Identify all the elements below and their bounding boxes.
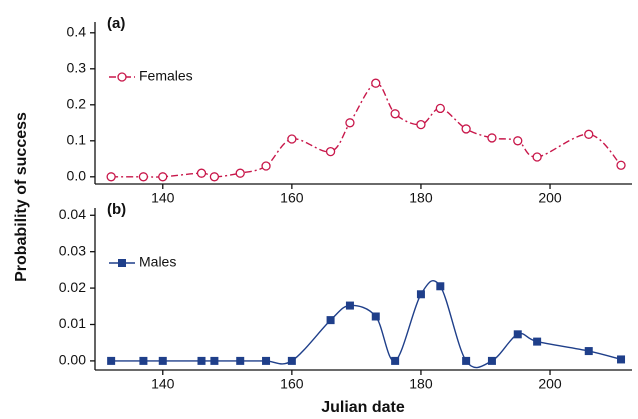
x-tick-label: 200 [538,376,562,392]
x-tick-label: 140 [151,190,175,206]
x-tick-label: 140 [151,376,175,392]
data-point [533,337,542,346]
series-line [111,279,622,369]
y-tick-label: 0.1 [67,132,87,148]
data-point [326,316,335,325]
data-point [139,356,148,365]
data-point [138,172,149,182]
y-tick-label: 0.00 [59,352,86,368]
series-line [111,82,622,178]
data-point [584,347,593,356]
x-tick-label: 200 [538,190,562,206]
data-point [210,356,219,365]
data-point [287,134,297,144]
data-point [416,290,425,299]
data-point [436,282,445,291]
data-point [209,172,220,182]
data-point [487,133,497,143]
y-tick-label: 0.01 [59,315,86,331]
panel-label: (a) [107,15,125,32]
data-point [391,356,400,365]
data-point [325,146,336,157]
data-point [197,356,206,365]
y-tick-label: 0.0 [67,168,87,184]
x-axis-label: Julian date [321,399,405,416]
data-point [345,301,354,310]
x-tick-label: 180 [409,190,433,206]
data-point [158,356,167,365]
data-point [532,152,542,162]
legend-label: Males [139,254,176,270]
data-point [462,356,471,365]
data-point [513,330,522,339]
y-tick-label: 0.02 [59,279,86,295]
y-tick-label: 0.2 [67,96,87,112]
data-point [616,160,626,170]
data-point [371,312,380,321]
data-point [196,168,207,178]
data-point [262,356,271,365]
data-point [584,129,594,139]
y-axis-label: Probability of success [13,112,30,282]
legend-label: Females [139,68,193,84]
data-point [513,136,523,146]
x-tick-label: 160 [280,376,304,392]
panel-label: (b) [107,201,126,218]
data-point [416,119,426,130]
data-point [371,78,381,88]
data-point [261,161,271,171]
x-tick-label: 160 [280,190,304,206]
data-point [461,124,471,134]
y-tick-label: 0.3 [67,60,87,76]
data-point [345,118,355,128]
legend-marker [117,72,127,82]
legend-marker [118,259,126,267]
data-point [287,356,296,365]
data-point [106,172,116,182]
data-point [235,168,245,178]
x-tick-label: 180 [409,376,433,392]
data-point [107,356,116,365]
data-point [435,103,445,114]
y-tick-label: 0.03 [59,242,86,258]
data-point [617,355,626,364]
y-tick-label: 0.4 [67,24,87,40]
data-point [158,172,168,182]
y-tick-label: 0.04 [59,206,86,222]
data-point [390,109,400,119]
data-point [487,356,496,365]
data-point [236,356,245,365]
